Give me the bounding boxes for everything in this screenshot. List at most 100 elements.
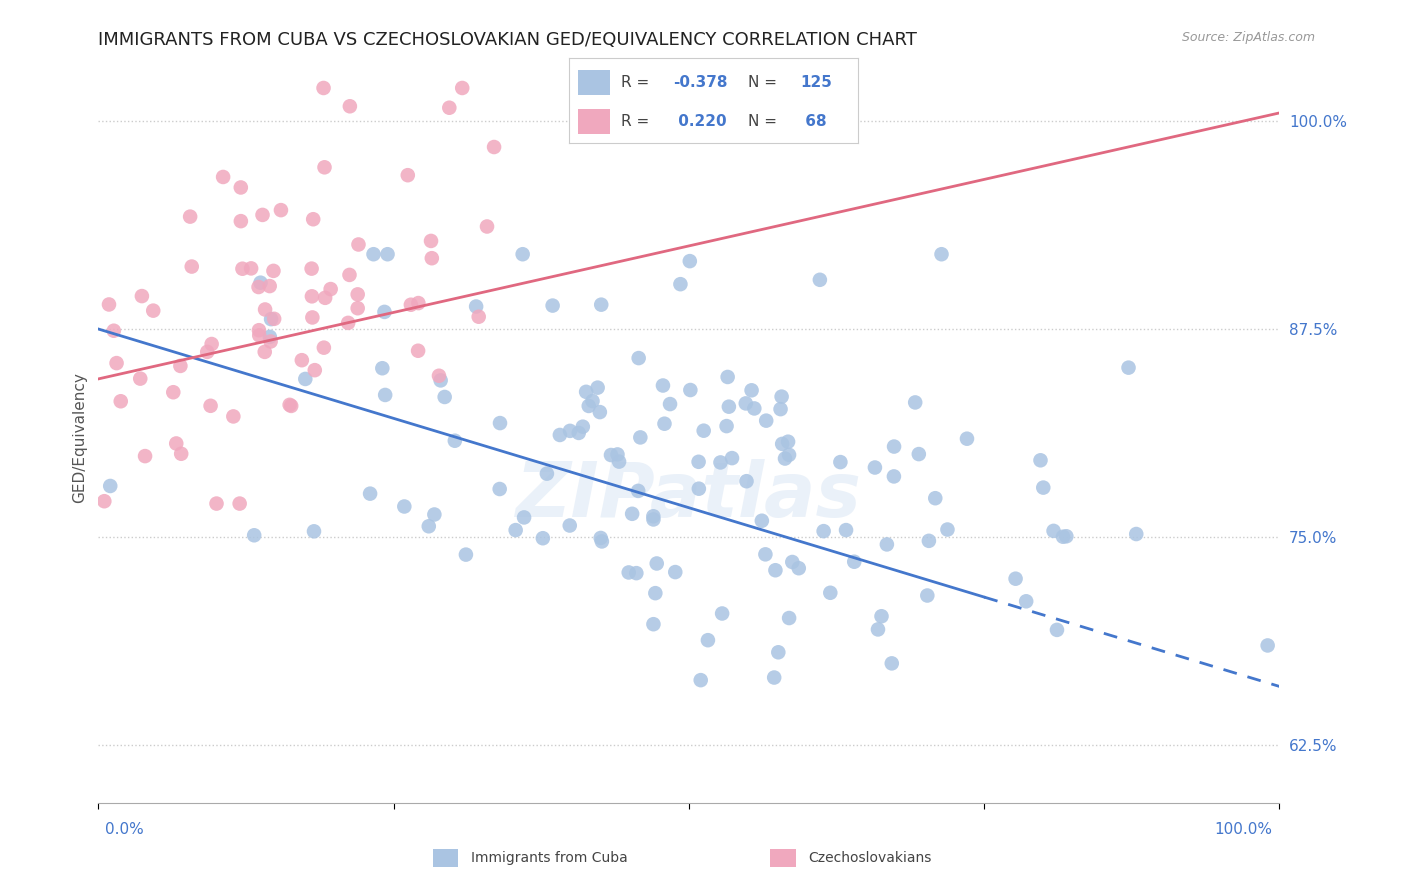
Point xyxy=(301,310,323,325)
Y-axis label: GED/Equivalency: GED/Equivalency xyxy=(72,372,87,502)
Point xyxy=(454,548,477,562)
Point xyxy=(278,398,301,412)
Point xyxy=(294,372,316,386)
Point xyxy=(830,455,852,469)
Point xyxy=(568,425,591,440)
Point xyxy=(98,297,121,311)
Point xyxy=(558,424,581,438)
Point xyxy=(162,385,184,400)
Point xyxy=(1015,594,1038,608)
Text: 0.220: 0.220 xyxy=(673,114,727,129)
Point xyxy=(165,436,187,450)
Point xyxy=(231,261,253,276)
Point xyxy=(408,296,430,310)
Point xyxy=(423,508,446,522)
Point xyxy=(142,303,165,318)
Point xyxy=(371,361,394,376)
Point xyxy=(643,617,665,632)
Point xyxy=(489,416,512,430)
Point xyxy=(1052,530,1074,544)
Point xyxy=(169,359,191,373)
Point xyxy=(180,260,202,274)
Point xyxy=(591,534,613,549)
Point xyxy=(475,219,498,234)
Point xyxy=(301,261,323,276)
Point xyxy=(249,276,271,290)
Point xyxy=(259,334,281,349)
Point xyxy=(734,396,756,410)
Point xyxy=(558,518,581,533)
Point xyxy=(110,394,132,409)
Point xyxy=(820,586,842,600)
Point xyxy=(627,483,650,498)
Point xyxy=(260,312,283,326)
Point xyxy=(1257,639,1279,653)
Text: N =: N = xyxy=(748,75,782,90)
Point xyxy=(319,282,342,296)
Point xyxy=(617,566,640,580)
Point xyxy=(433,390,456,404)
Point xyxy=(866,623,889,637)
Point xyxy=(195,344,218,359)
Point xyxy=(917,589,939,603)
Point xyxy=(626,566,648,581)
Point xyxy=(439,101,461,115)
Point xyxy=(572,419,595,434)
Point xyxy=(548,428,571,442)
Point xyxy=(1054,529,1077,543)
Text: Immigrants from Cuba: Immigrants from Cuba xyxy=(471,851,627,865)
Point xyxy=(270,203,292,218)
Point xyxy=(200,399,222,413)
Text: -0.378: -0.378 xyxy=(673,75,728,90)
Point xyxy=(259,279,281,293)
Point xyxy=(688,455,710,469)
Point xyxy=(312,341,335,355)
Point xyxy=(628,430,651,444)
Text: ZIPatlas: ZIPatlas xyxy=(516,458,862,533)
Point xyxy=(645,557,668,571)
Point xyxy=(643,512,665,526)
Point xyxy=(669,277,692,292)
Point xyxy=(768,645,790,659)
Point xyxy=(643,509,665,524)
Point xyxy=(918,533,941,548)
Point xyxy=(247,328,270,343)
Point xyxy=(769,402,792,417)
Point xyxy=(956,432,979,446)
Point xyxy=(578,399,600,413)
Text: R =: R = xyxy=(621,114,654,129)
Point xyxy=(863,460,886,475)
Point xyxy=(664,565,686,579)
Text: R =: R = xyxy=(621,75,654,90)
Point xyxy=(427,368,450,383)
Point xyxy=(606,447,628,461)
Point xyxy=(103,324,125,338)
Text: 100.0%: 100.0% xyxy=(1215,822,1272,837)
Point xyxy=(170,447,193,461)
Point xyxy=(575,384,598,399)
Point xyxy=(429,373,451,387)
Point xyxy=(205,497,228,511)
Point xyxy=(679,383,702,397)
Point xyxy=(904,395,927,409)
FancyBboxPatch shape xyxy=(578,70,610,95)
Point xyxy=(591,298,613,312)
Point xyxy=(373,305,395,319)
Point xyxy=(347,237,370,252)
Point xyxy=(482,140,505,154)
Point xyxy=(346,287,368,301)
Point xyxy=(1029,453,1052,467)
Point xyxy=(418,519,440,533)
Point xyxy=(259,330,281,344)
Point xyxy=(374,388,396,402)
Point xyxy=(931,247,953,261)
Point xyxy=(627,351,650,365)
Point xyxy=(105,356,128,370)
Point xyxy=(531,531,554,545)
Point xyxy=(644,586,666,600)
Point xyxy=(512,247,534,261)
Point xyxy=(443,434,465,448)
Point xyxy=(253,344,276,359)
Point xyxy=(228,497,250,511)
Point xyxy=(302,524,325,539)
